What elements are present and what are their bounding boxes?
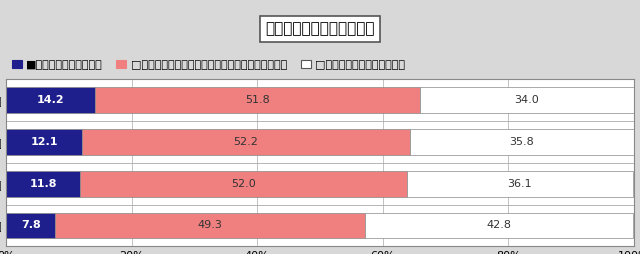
Text: 35.8: 35.8 [509,137,534,147]
Legend: ■既卒者に内定を出した, □既卒者を受け付けているが、内定は出していない, □既卒者は受け付けていない: ■既卒者に内定を出した, □既卒者を受け付けているが、内定は出していない, □既… [12,60,405,70]
Bar [6,129,83,155]
Text: 34.0: 34.0 [515,95,540,105]
Text: 14.2: 14.2 [37,95,65,105]
Bar [365,213,633,239]
Text: 7.8: 7.8 [21,220,41,230]
Text: 11.8: 11.8 [29,179,57,189]
Text: 49.3: 49.3 [198,220,222,230]
Bar [6,213,55,239]
Bar [81,171,406,197]
Bar [406,171,633,197]
Bar [83,129,410,155]
Text: 52.2: 52.2 [234,137,259,147]
Text: 36.1: 36.1 [508,179,532,189]
Bar [410,129,634,155]
Bar [95,87,420,113]
Bar [6,87,95,113]
Bar [55,213,365,239]
Text: 既卒者の新卒枠採用の状況: 既卒者の新卒枠採用の状況 [265,22,375,37]
Bar [6,171,81,197]
Text: 12.1: 12.1 [31,137,58,147]
Text: 51.8: 51.8 [246,95,270,105]
Text: 52.0: 52.0 [231,179,256,189]
Bar [420,87,634,113]
Text: 42.8: 42.8 [486,220,511,230]
